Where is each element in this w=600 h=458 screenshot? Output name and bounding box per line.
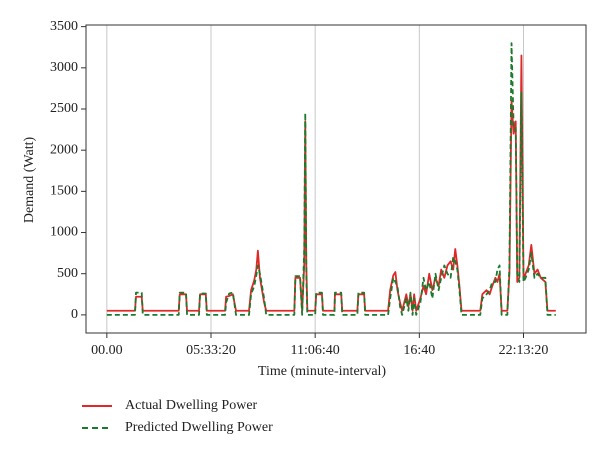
y-tick-label: 3500 (50, 19, 78, 34)
legend-label: Predicted Dwelling Power (125, 420, 273, 435)
x-axis-label: Time (minute-interval) (258, 364, 387, 379)
x-tick-label: 05:33:20 (186, 343, 236, 358)
y-tick-label: 2000 (50, 142, 78, 157)
x-tick-label: 11:06:40 (291, 343, 340, 358)
y-axis-label: Demand (Watt) (22, 136, 37, 223)
x-tick-label: 16:40 (403, 343, 435, 358)
data-line (106, 54, 556, 312)
y-tick-label: 1000 (50, 225, 78, 240)
y-tick-label: 3000 (50, 60, 78, 75)
x-tick-label: 22:13:20 (499, 343, 549, 358)
plot-frame (85, 24, 587, 334)
x-tick-label: 00.00 (91, 343, 123, 358)
y-tick-label: 2500 (50, 101, 78, 116)
y-tick-label: 1500 (50, 184, 78, 199)
y-tick-label: 0 (71, 307, 78, 322)
legend-label: Actual Dwelling Power (125, 398, 258, 413)
y-tick-label: 500 (57, 266, 78, 281)
data-line (106, 42, 556, 316)
